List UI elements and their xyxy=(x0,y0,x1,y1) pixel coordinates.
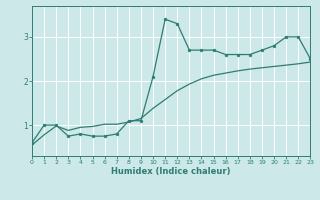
X-axis label: Humidex (Indice chaleur): Humidex (Indice chaleur) xyxy=(111,167,231,176)
